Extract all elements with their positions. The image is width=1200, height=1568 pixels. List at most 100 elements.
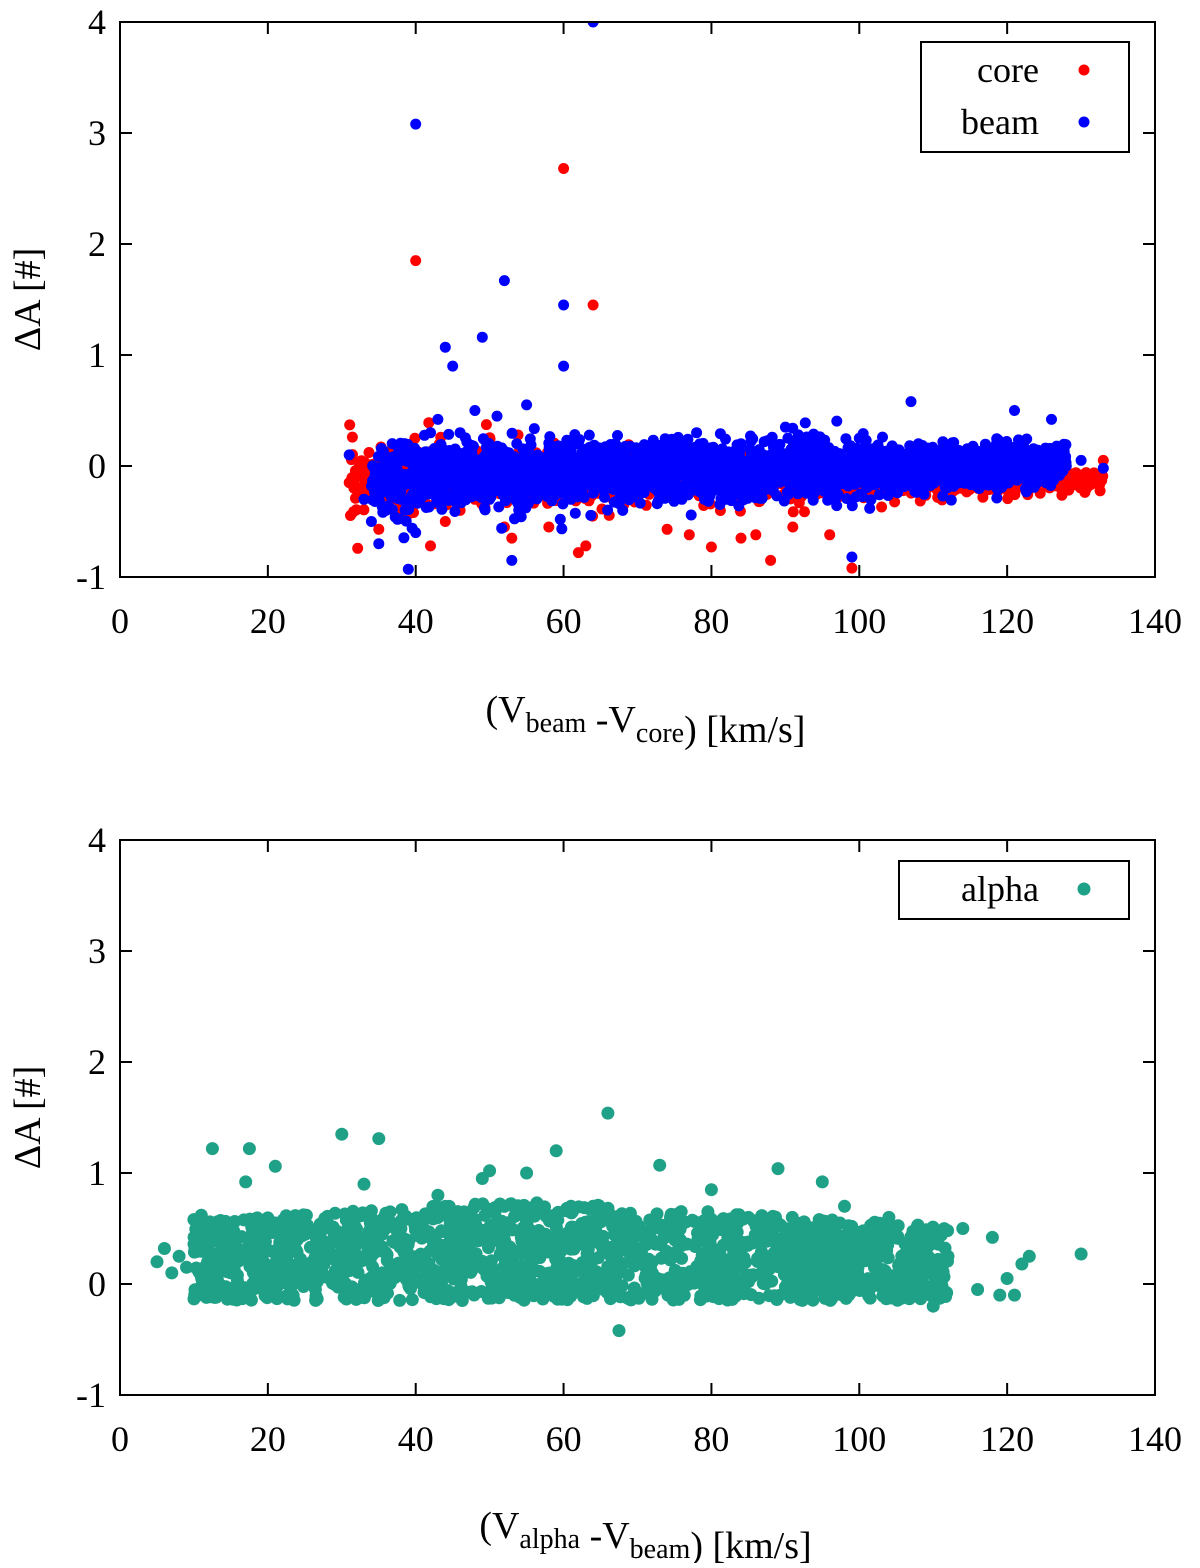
x-tick-label: 20 — [250, 1419, 286, 1459]
scatter-point — [876, 502, 887, 513]
scatter-point — [398, 532, 409, 543]
scatter-point — [782, 487, 793, 498]
scatter-point — [466, 440, 477, 451]
scatter-point — [857, 443, 868, 454]
legend-label-core: core — [977, 50, 1039, 90]
scatter-point — [430, 455, 441, 466]
scatter-point — [708, 485, 719, 496]
scatter-point — [188, 1292, 201, 1305]
x-tick-label: 120 — [980, 1419, 1034, 1459]
scatter-point — [686, 510, 697, 521]
data-point — [536, 472, 547, 483]
data-point — [425, 540, 436, 551]
scatter-point — [884, 456, 895, 467]
y-tick-label: 1 — [88, 1153, 106, 1193]
scatter-point — [960, 452, 971, 463]
scatter-point — [916, 461, 927, 472]
data-point — [1009, 405, 1020, 416]
data-point — [403, 564, 414, 575]
data-point — [1002, 461, 1013, 472]
scatter-point — [367, 480, 378, 491]
data-point — [824, 449, 835, 460]
scatter-point — [912, 479, 923, 490]
scatter-point — [514, 495, 525, 506]
data-point — [647, 472, 658, 483]
data-point — [573, 438, 584, 449]
data-point — [388, 483, 399, 494]
data-point — [1061, 461, 1072, 472]
scatter-point — [727, 459, 738, 470]
data-point — [706, 449, 717, 460]
scatter-point — [759, 1278, 772, 1291]
data-point — [521, 399, 532, 410]
data-point — [780, 422, 791, 433]
x-axis-label: (Vbeam -Vcore) [km/s] — [486, 689, 806, 751]
scatter-point — [996, 482, 1007, 493]
y-tick-label: 2 — [88, 1042, 106, 1082]
scatter-point — [808, 495, 819, 506]
scatter-point — [285, 1288, 298, 1301]
y-tick-label: 3 — [88, 931, 106, 971]
scatter-point — [399, 445, 410, 456]
data-point — [795, 472, 806, 483]
scatter-point — [345, 510, 356, 521]
scatter-point — [701, 1205, 714, 1218]
data-point — [477, 332, 488, 343]
data-point — [580, 540, 591, 551]
scatter-point — [834, 448, 845, 459]
scatter-point — [514, 478, 525, 489]
data-point — [1098, 463, 1109, 474]
scatter-point — [570, 508, 581, 519]
scatter-point — [591, 467, 602, 478]
scatter-point — [864, 1292, 877, 1305]
scatter-point — [544, 431, 555, 442]
data-point — [617, 505, 628, 516]
data-point — [750, 529, 761, 540]
data-point — [566, 494, 577, 505]
x-tick-label: 0 — [111, 1419, 129, 1459]
data-point — [602, 483, 613, 494]
data-point — [809, 438, 820, 449]
scatter-point — [667, 466, 678, 477]
data-point — [787, 522, 798, 533]
scatter-point — [496, 523, 507, 534]
scatter-point — [1023, 483, 1034, 494]
scatter-point — [762, 474, 773, 485]
x-tick-label: 80 — [693, 1419, 729, 1459]
data-point — [514, 505, 525, 516]
scatter-point — [421, 502, 432, 513]
scatter-point — [613, 481, 624, 492]
scatter-point — [584, 430, 595, 441]
x-tick-label: 40 — [398, 1419, 434, 1459]
scatter-point — [655, 464, 666, 475]
scatter-point — [374, 495, 385, 506]
y-tick-label: -1 — [76, 1375, 106, 1415]
scatter-point — [431, 497, 442, 508]
data-point — [943, 444, 954, 455]
scatter-point — [737, 458, 748, 469]
scatter-point — [655, 487, 666, 498]
legend-label-beam: beam — [961, 102, 1039, 142]
scatter-point — [715, 428, 726, 439]
points-layer — [151, 1107, 1088, 1338]
y-tick-label: 1 — [88, 335, 106, 375]
scatter-point — [1065, 476, 1076, 487]
data-point — [1016, 438, 1027, 449]
scatter-point — [991, 493, 1002, 504]
data-point — [839, 461, 850, 472]
scatter-point — [555, 514, 566, 525]
scatter-point — [585, 510, 596, 521]
scatter-point — [870, 462, 881, 473]
scatter-point — [500, 458, 511, 469]
scatter-point — [946, 495, 957, 506]
scatter-point — [636, 487, 647, 498]
scatter-point — [1045, 443, 1056, 454]
data-point — [395, 494, 406, 505]
y-axis-label: ΔA [#] — [7, 248, 49, 352]
scatter-point — [733, 500, 744, 511]
x-tick-label: 100 — [832, 1419, 886, 1459]
x-tick-label: 0 — [111, 601, 129, 641]
y-tick-label: 4 — [88, 2, 106, 42]
data-point — [765, 555, 776, 566]
